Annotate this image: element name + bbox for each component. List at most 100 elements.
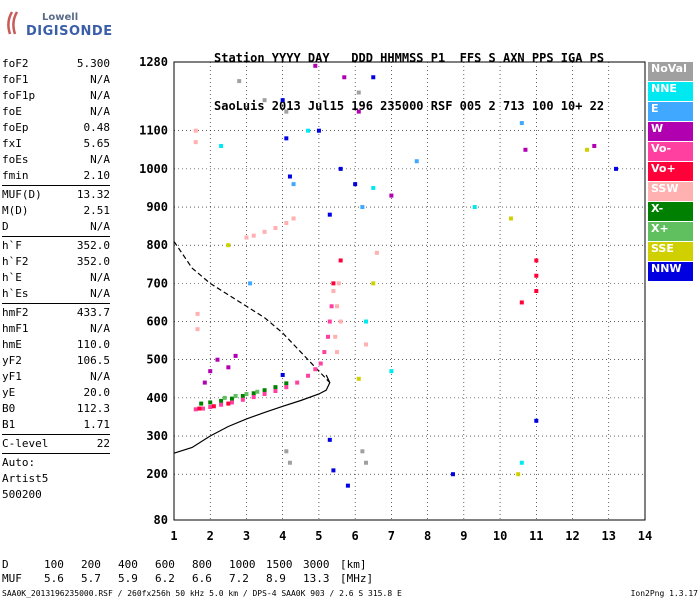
data-point	[222, 395, 227, 400]
data-point	[233, 353, 238, 358]
param-value: N/A	[90, 153, 110, 166]
data-point	[251, 395, 256, 400]
data-point	[199, 401, 204, 406]
data-point	[360, 449, 365, 454]
row-label: D	[2, 558, 9, 571]
legend-item: E	[648, 102, 693, 121]
data-point	[614, 166, 619, 171]
data-point	[200, 406, 205, 411]
data-point	[327, 212, 332, 217]
unit-label: [km]	[340, 558, 367, 571]
unit-label: [MHz]	[340, 572, 374, 585]
y-tick-label: 700	[146, 276, 168, 290]
param-name: h`Es	[2, 287, 29, 300]
data-point	[374, 250, 379, 255]
data-point	[371, 75, 376, 80]
legend-item: NNW	[648, 262, 693, 281]
param-name: h`E	[2, 271, 22, 284]
params-block-muf: MUF(D) 13.32 M(D) 2.51 D N/A	[2, 187, 110, 235]
data-point	[284, 385, 289, 390]
x-tick-label: 3	[243, 529, 250, 543]
data-point	[353, 182, 358, 187]
params-block-profile: hmF2 433.7 hmF1 N/A hmE 110.0 yF2 106.5 yF1 N/A yE…	[2, 305, 110, 433]
data-point	[335, 350, 340, 355]
table-cell: 200	[81, 558, 101, 571]
data-point	[327, 437, 332, 442]
legend-item: NNE	[648, 82, 693, 101]
x-tick-label: 11	[529, 529, 543, 543]
data-point	[519, 460, 524, 465]
params-divider	[2, 303, 110, 304]
data-point	[219, 402, 224, 407]
param-row: M(D) 2.51	[2, 203, 110, 219]
params-block-critical-freq: foF2 5.300 foF1 N/A foF1p N/A foE N/A foEp 0.48 fx…	[2, 56, 110, 184]
data-point	[331, 289, 336, 293]
data-point	[262, 388, 267, 393]
data-point	[251, 391, 256, 396]
data-point	[356, 109, 361, 114]
y-tick-label: 300	[146, 429, 168, 443]
table-cell: 8.9	[266, 572, 286, 585]
y-tick-label: 1100	[139, 124, 168, 138]
param-value: N/A	[90, 220, 110, 233]
param-row: foF1p N/A	[2, 88, 110, 104]
legend-item: SSW	[648, 182, 693, 201]
param-value: N/A	[90, 105, 110, 118]
data-point	[306, 128, 311, 133]
data-point	[519, 121, 524, 126]
y-tick-label: 600	[146, 315, 168, 329]
param-name: foE	[2, 105, 22, 118]
data-point	[229, 396, 234, 401]
data-point	[229, 400, 234, 405]
y-tick-label: 1000	[139, 162, 168, 176]
param-name: yE	[2, 386, 16, 399]
x-tick-label: 2	[207, 529, 214, 543]
data-point	[313, 367, 318, 372]
param-name: hmF1	[2, 322, 29, 335]
data-point	[284, 449, 289, 454]
autoscaling-line: 500200	[2, 488, 42, 501]
data-point	[342, 75, 347, 80]
x-tick-label: 1	[170, 529, 177, 543]
param-value: 112.3	[76, 402, 110, 415]
y-tick-label: 400	[146, 391, 168, 405]
data-point	[280, 98, 285, 103]
table-cell: 1000	[229, 558, 256, 571]
x-tick-label: 9	[460, 529, 467, 543]
y-tick-label: 80	[154, 513, 168, 527]
data-point	[534, 289, 539, 293]
data-point	[284, 109, 289, 114]
data-point	[356, 376, 361, 381]
param-value: N/A	[90, 271, 110, 284]
param-row: hmE 110.0	[2, 337, 110, 353]
data-point	[450, 472, 455, 477]
plot-frame	[173, 61, 646, 521]
data-point	[295, 380, 300, 385]
digisonde-logo: Lowell DIGISONDE	[4, 8, 124, 42]
data-point	[335, 304, 340, 309]
param-row: foEs N/A	[2, 152, 110, 168]
params-divider	[2, 453, 110, 454]
param-value: N/A	[90, 73, 110, 86]
data-point	[345, 483, 350, 488]
data-point	[244, 235, 249, 240]
param-row: hmF2 433.7	[2, 305, 110, 321]
data-point	[327, 319, 332, 324]
param-row: fmin 2.10	[2, 168, 110, 184]
data-point	[306, 373, 311, 378]
param-row: h`F2 352.0	[2, 254, 110, 270]
x-tick-label: 14	[638, 529, 652, 543]
data-point	[338, 258, 343, 263]
muf-distance-table: D 100 200 400 600 800 1000 1500 3000 [km] MUF 5.6 5…	[2, 558, 373, 586]
param-name: h`F2	[2, 255, 29, 268]
data-point	[251, 233, 256, 238]
data-point	[193, 407, 198, 412]
autoscaling-line: Artist5	[2, 472, 49, 485]
data-point	[534, 418, 539, 423]
data-point	[219, 398, 224, 403]
y-tick-label: 200	[146, 467, 168, 481]
legend-item: X-	[648, 202, 693, 221]
param-value: 13.32	[76, 188, 110, 201]
x-tick-label: 12	[565, 529, 579, 543]
